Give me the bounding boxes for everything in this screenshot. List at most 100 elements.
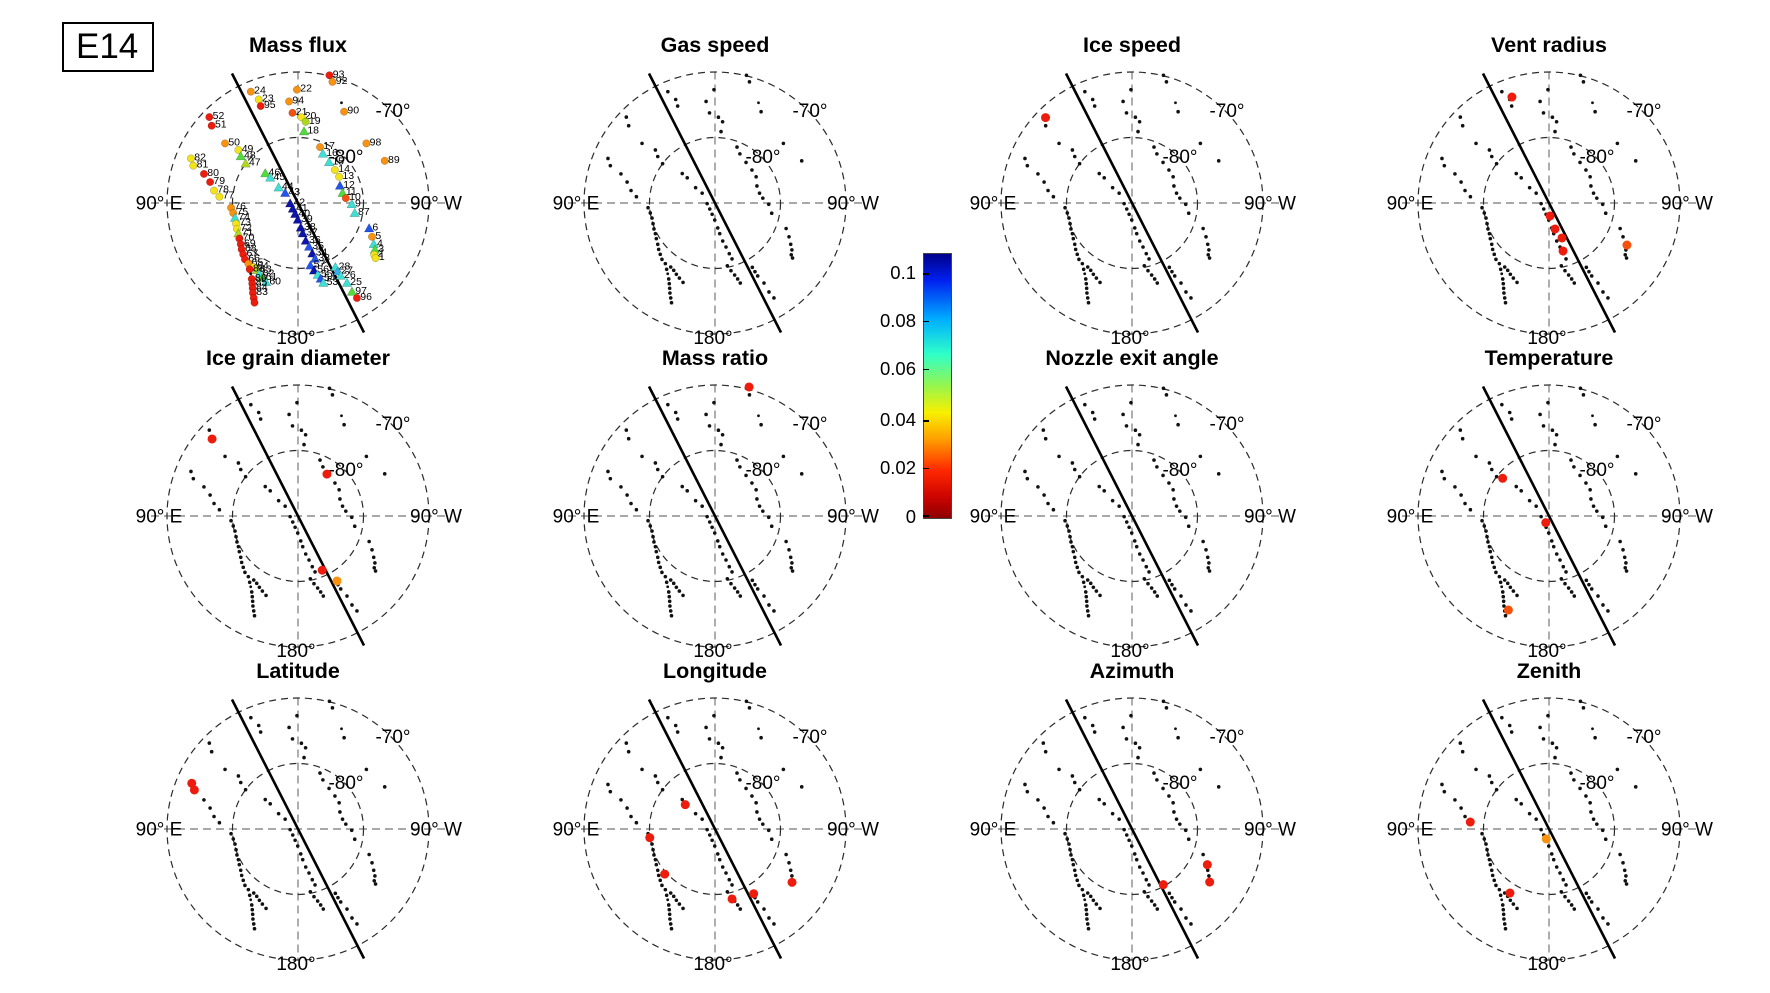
panel-temperature: Temperature 90° E 90° W 180° -70° -80° xyxy=(1379,346,1719,671)
svg-text:-70°: -70° xyxy=(375,727,410,748)
panel-longitude: Longitude 90° E 90° W 180° -70° -80° xyxy=(545,659,885,984)
svg-text:180°: 180° xyxy=(1110,641,1149,662)
svg-text:44: 44 xyxy=(282,181,294,193)
svg-text:-70°: -70° xyxy=(1626,727,1661,748)
svg-text:180°: 180° xyxy=(1527,328,1566,349)
svg-text:26: 26 xyxy=(344,269,356,281)
panel-title: Vent radius xyxy=(1491,33,1607,57)
polar-plot: 90° E 90° W 180° -70° -80° xyxy=(970,384,1296,662)
svg-text:98: 98 xyxy=(370,136,382,148)
svg-text:66: 66 xyxy=(248,252,260,264)
svg-text:-80°: -80° xyxy=(1579,460,1614,481)
svg-text:90° W: 90° W xyxy=(410,820,462,841)
svg-text:18: 18 xyxy=(307,125,319,137)
svg-text:90° E: 90° E xyxy=(136,194,183,215)
svg-text:27: 27 xyxy=(341,265,353,277)
colorbar-tick-label: 0.06 xyxy=(879,357,916,379)
svg-text:47: 47 xyxy=(249,157,261,169)
panel-title: Nozzle exit angle xyxy=(1045,346,1219,370)
polar-plot: 90° E 90° W 180° -70° -80° xyxy=(553,697,879,975)
svg-text:-80°: -80° xyxy=(745,460,780,481)
svg-text:94: 94 xyxy=(292,94,304,106)
polar-plot: 90° E 90° W 180° -70° -80° xyxy=(1387,384,1713,662)
svg-text:11: 11 xyxy=(346,186,357,198)
svg-text:-80°: -80° xyxy=(1162,147,1197,168)
svg-text:35: 35 xyxy=(312,240,324,252)
svg-text:4: 4 xyxy=(377,237,383,249)
svg-text:69: 69 xyxy=(244,237,256,249)
svg-text:62: 62 xyxy=(263,267,275,279)
svg-text:-70°: -70° xyxy=(375,414,410,435)
svg-text:93: 93 xyxy=(333,68,345,80)
svg-text:3: 3 xyxy=(378,243,384,255)
colorbar-tick xyxy=(923,368,929,371)
svg-text:42: 42 xyxy=(293,197,305,209)
svg-text:90° E: 90° E xyxy=(970,194,1017,215)
polar-plot: 90° E 90° W 180° -70° -80° xyxy=(1387,71,1713,349)
svg-text:90° W: 90° W xyxy=(827,820,879,841)
polar-plot: 90° E 90° W 180° -70° -80° xyxy=(970,697,1296,975)
svg-text:180°: 180° xyxy=(693,641,732,662)
svg-text:90° E: 90° E xyxy=(136,820,183,841)
svg-text:85: 85 xyxy=(256,277,268,289)
svg-text:180°: 180° xyxy=(276,954,315,975)
polar-plot: 90° E 90° W 180° -70° -80° xyxy=(970,71,1296,349)
colorbar-tick xyxy=(923,273,929,275)
polar-plot: 90° E 90° W 180° -70° -80° xyxy=(136,384,462,662)
svg-text:-80°: -80° xyxy=(1162,773,1197,794)
svg-text:90° E: 90° E xyxy=(1387,507,1434,528)
svg-text:56: 56 xyxy=(317,264,329,276)
svg-text:90° W: 90° W xyxy=(827,194,879,215)
svg-text:90° W: 90° W xyxy=(1661,507,1713,528)
svg-text:48: 48 xyxy=(244,149,256,161)
colorbar-tick xyxy=(923,420,929,422)
svg-text:9: 9 xyxy=(355,197,361,209)
svg-text:90° E: 90° E xyxy=(553,820,600,841)
svg-text:180°: 180° xyxy=(276,328,315,349)
svg-text:-70°: -70° xyxy=(792,101,827,122)
svg-text:50: 50 xyxy=(228,136,240,148)
svg-text:90° W: 90° W xyxy=(1244,820,1296,841)
svg-text:6: 6 xyxy=(372,222,378,234)
svg-text:89: 89 xyxy=(388,154,400,166)
svg-text:-80°: -80° xyxy=(745,773,780,794)
colorbar-tick xyxy=(923,320,929,323)
panel-gas-speed: Gas speed 90° E 90° W 180° -70° -80° xyxy=(545,33,885,358)
panel-title: Azimuth xyxy=(1089,659,1175,683)
svg-text:92: 92 xyxy=(336,75,348,87)
svg-text:40: 40 xyxy=(298,207,310,219)
panel-title: Latitude xyxy=(256,659,340,683)
panel-ice-speed: Ice speed 90° E 90° W 180° -70° -80° xyxy=(962,33,1302,358)
svg-text:2: 2 xyxy=(378,248,384,260)
svg-text:-70°: -70° xyxy=(792,727,827,748)
svg-text:55: 55 xyxy=(321,268,333,280)
colorbar xyxy=(923,253,952,519)
svg-text:180°: 180° xyxy=(693,328,732,349)
svg-text:24: 24 xyxy=(254,85,266,97)
panel-title: Ice speed xyxy=(1083,33,1181,57)
svg-text:82: 82 xyxy=(194,151,206,163)
svg-text:19: 19 xyxy=(309,115,321,127)
svg-text:90° W: 90° W xyxy=(827,507,879,528)
svg-text:14: 14 xyxy=(338,163,350,175)
flyby-label: E14 xyxy=(62,22,155,72)
svg-text:180°: 180° xyxy=(276,641,315,662)
svg-text:33: 33 xyxy=(318,252,330,264)
svg-text:-80°: -80° xyxy=(328,773,363,794)
svg-text:37: 37 xyxy=(306,227,318,239)
svg-text:77: 77 xyxy=(223,190,235,202)
svg-text:73: 73 xyxy=(239,217,251,229)
svg-text:16: 16 xyxy=(326,147,338,159)
svg-text:90° E: 90° E xyxy=(136,507,183,528)
svg-text:-70°: -70° xyxy=(375,101,410,122)
svg-text:68: 68 xyxy=(245,242,257,254)
polar-plot: 90° E 90° W 180° -70° -80° xyxy=(1387,697,1713,975)
polar-plot: 90° E 90° W180°-70°-80°242395525150494847… xyxy=(136,68,462,349)
svg-text:46: 46 xyxy=(269,167,281,179)
svg-text:22: 22 xyxy=(300,83,312,95)
svg-text:90° E: 90° E xyxy=(553,194,600,215)
svg-text:90° W: 90° W xyxy=(1244,194,1296,215)
svg-text:90° W: 90° W xyxy=(1661,820,1713,841)
svg-text:1: 1 xyxy=(379,251,385,263)
